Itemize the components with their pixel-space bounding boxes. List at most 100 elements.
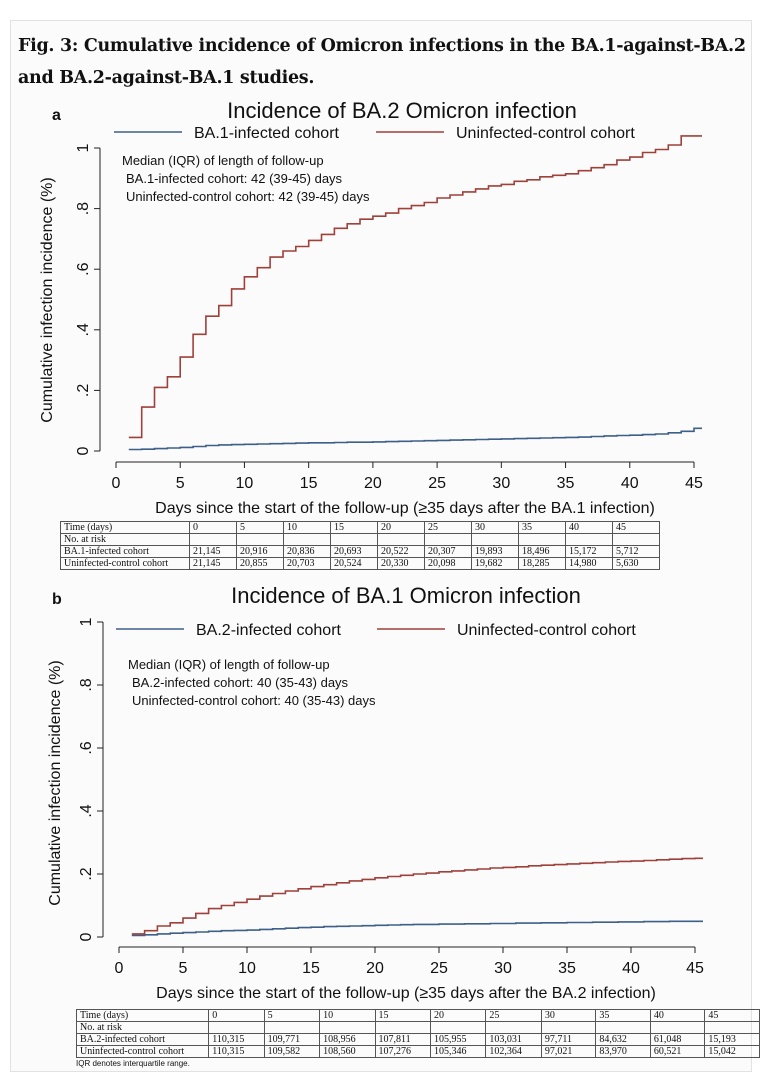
risk-cell: 5,630 [612,557,660,570]
x-tick-label: 10 [236,475,254,492]
risk-row-infected: BA.1-infected cohort 21,145 20,916 20,83… [60,545,660,558]
y-axis-label: Cumulative infection incidence (%) [47,660,64,905]
y-tick-label: .2 [78,867,95,880]
risk-row-infected: BA.2-infected cohort 110,315 109,771 108… [75,1033,760,1046]
x-tick-label: 15 [302,960,320,977]
chart-title: Incidence of BA.2 Omicron infection [227,98,577,123]
x-axis-label: Days since the start of the follow-up (≥… [155,500,655,517]
annotation-line: Uninfected-control cohort: 40 (35-43) da… [132,693,376,708]
risk-cell: 20,330 [377,557,425,570]
risk-cell: BA.2-infected cohort [75,1033,210,1046]
risk-cell: 107,276 [374,1045,431,1058]
risk-cell: BA.1-infected cohort [60,545,190,558]
y-tick-label: .2 [75,384,92,397]
risk-cell: 15,042 [704,1045,760,1058]
risk-cell: 109,771 [263,1033,321,1046]
risk-cell: 20,916 [236,545,284,558]
chart-panel-b: b Incidence of BA.1 Omicron infection BA.… [47,583,704,1002]
y-tick-label: .4 [78,804,95,817]
annotation-line: Median (IQR) of length of follow-up [128,657,330,672]
panel-label-b: b [52,591,62,608]
footnote: IQR denotes interquartile range. [76,1059,190,1068]
series-line-control [128,135,702,439]
x-tick-label: 35 [558,960,576,977]
risk-header-cell: 5 [236,521,284,534]
risk-cell: 110,315 [208,1045,265,1058]
annotation-line: Median (IQR) of length of follow-up [122,153,324,168]
risk-header-cell: 15 [330,521,378,534]
risk-subheader-cell: No. at risk [60,533,190,546]
risk-header-cell: Time (days) [75,1009,210,1022]
risk-subheader-cell: No. at risk [75,1021,210,1034]
risk-header-cell: 30 [471,521,519,534]
y-axis-label: Cumulative infection incidence (%) [39,177,56,422]
risk-cell: 105,346 [429,1045,487,1058]
risk-cell: 110,315 [208,1033,265,1046]
risk-header-cell: 45 [704,1009,760,1022]
risk-cell: 61,048 [649,1033,706,1046]
risk-cell: 18,285 [518,557,566,570]
risk-cell: 5,712 [612,545,660,558]
x-tick-label: 20 [366,960,384,977]
x-tick-label: 40 [622,960,640,977]
risk-cell: 108,560 [319,1045,376,1058]
risk-cell: Uninfected-control cohort [60,557,190,570]
annotation-line: BA.2-infected cohort: 40 (35-43) days [132,675,349,690]
chart-panel-a: a Incidence of BA.2 Omicron infection BA.… [39,98,703,517]
risk-header-row: Time (days) 0 5 10 15 20 25 30 35 40 45 [60,521,660,534]
risk-header-cell: Time (days) [60,521,190,534]
risk-header-cell: 40 [649,1009,706,1022]
risk-cell: 15,193 [704,1033,760,1046]
risk-header-cell: 20 [377,521,425,534]
risk-cell: 18,496 [518,545,566,558]
risk-header-cell: 20 [429,1009,487,1022]
x-tick-label: 5 [179,960,188,977]
y-tick-label: .4 [75,323,92,336]
y-tick-label: 1 [78,617,95,626]
risk-header-cell: 25 [424,521,472,534]
y-tick-label: .6 [75,262,92,275]
risk-header-cell: 15 [374,1009,431,1022]
x-tick-label: 10 [238,960,256,977]
risk-row-control: Uninfected-control cohort 21,145 20,855 … [60,557,660,570]
risk-cell: 102,364 [485,1045,542,1058]
x-tick-label: 15 [300,475,318,492]
x-tick-label: 45 [686,960,704,977]
series-line-infected [131,920,703,937]
risk-cell: 83,970 [595,1045,651,1058]
series-line-infected [128,427,702,451]
legend-label-infected: BA.1-infected cohort [194,125,340,142]
figure-title: Fig. 3: Cumulative incidence of Omicron … [18,36,746,88]
risk-subheader-row: No. at risk [75,1021,760,1034]
x-tick-label: 30 [492,475,510,492]
risk-cell: 107,811 [374,1033,431,1046]
x-tick-label: 0 [115,960,124,977]
x-tick-label: 20 [364,475,382,492]
panel-label-a: a [52,107,61,124]
risk-table-b: Time (days) 0 5 10 15 20 25 30 35 40 45 … [75,1009,760,1058]
risk-cell: 105,955 [429,1033,487,1046]
annotation-line: Uninfected-control cohort: 42 (39-45) da… [126,189,370,204]
risk-header-cell: 45 [612,521,660,534]
legend-label-infected: BA.2-infected cohort [196,622,342,639]
risk-row-control: Uninfected-control cohort 110,315 109,58… [75,1045,760,1058]
legend-label-control: Uninfected-control cohort [457,622,636,639]
risk-cell: 14,980 [565,557,613,570]
risk-cell: 108,956 [319,1033,376,1046]
risk-cell: 60,521 [649,1045,706,1058]
risk-cell: 21,145 [189,557,237,570]
risk-header-cell: 0 [208,1009,265,1022]
risk-cell: 15,172 [565,545,613,558]
risk-cell: 20,855 [236,557,284,570]
risk-cell: 20,836 [283,545,331,558]
risk-cell: 20,307 [424,545,472,558]
risk-header-cell: 25 [485,1009,542,1022]
risk-header-cell: 40 [565,521,613,534]
chart-title: Incidence of BA.1 Omicron infection [231,583,581,608]
y-tick-label: 0 [78,932,95,941]
risk-cell: 20,693 [330,545,378,558]
x-tick-label: 25 [430,960,448,977]
risk-cell: 97,711 [540,1033,597,1046]
y-tick-label: 1 [75,143,92,152]
y-tick-label: .6 [78,741,95,754]
